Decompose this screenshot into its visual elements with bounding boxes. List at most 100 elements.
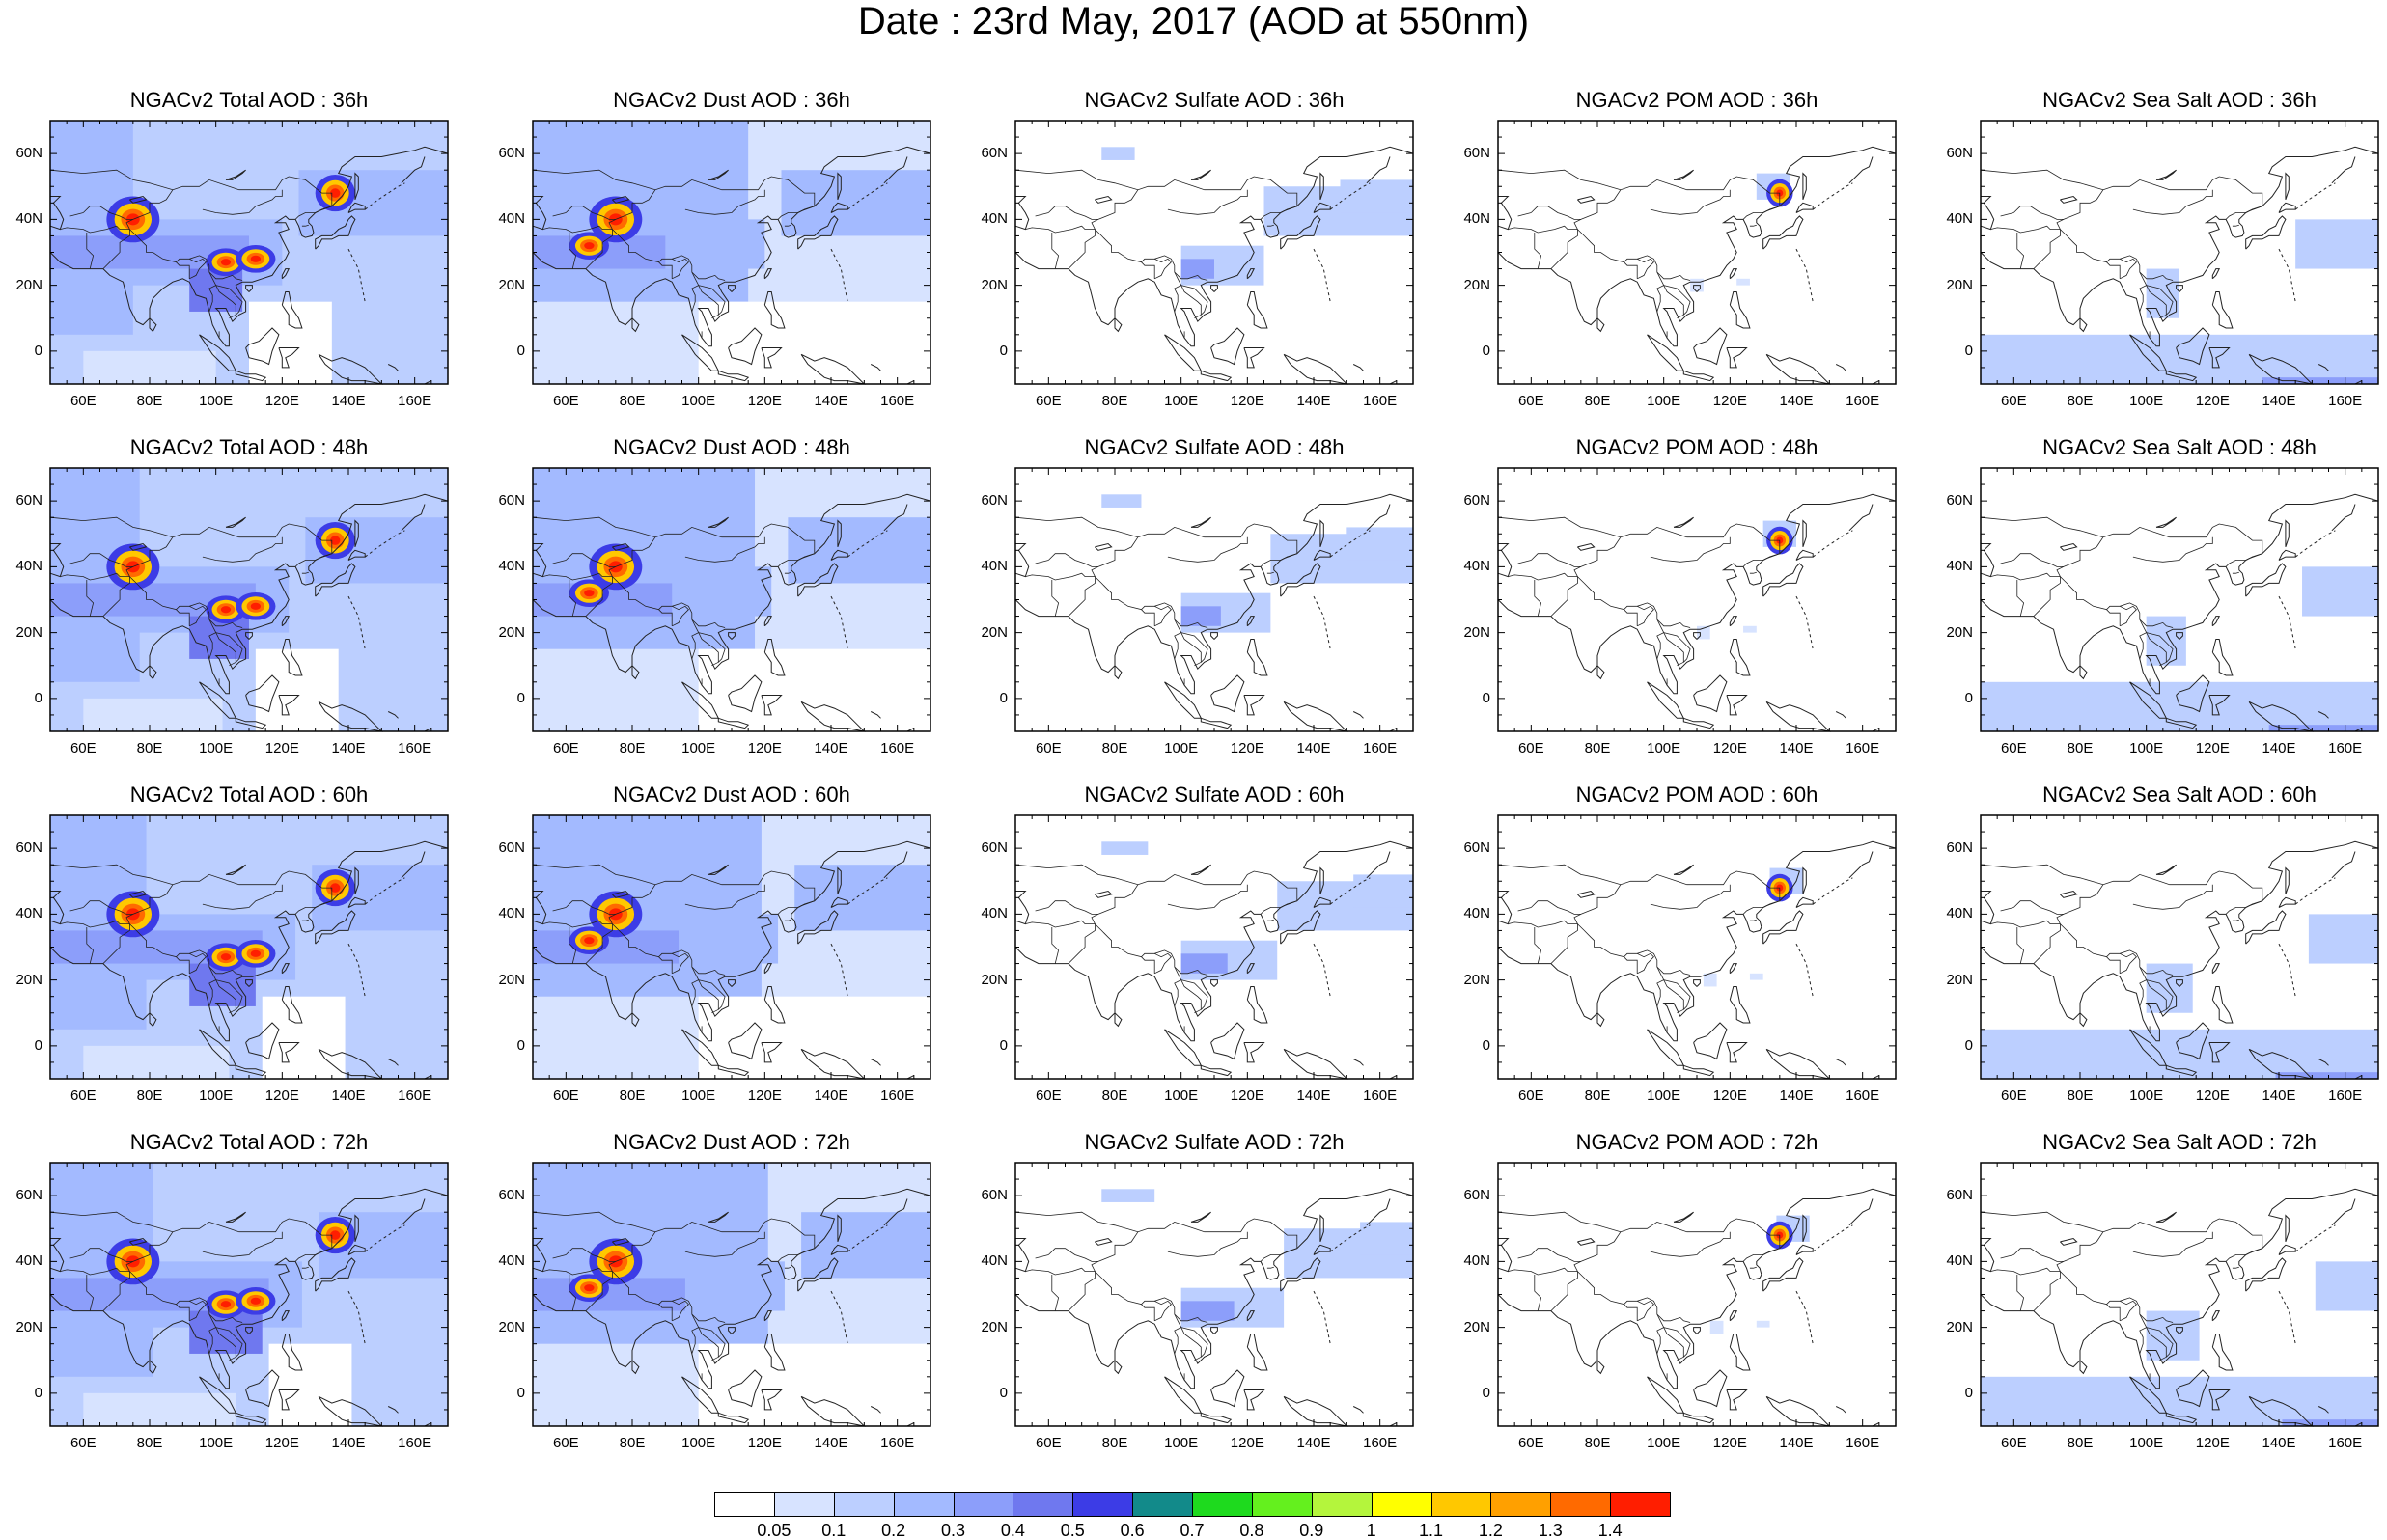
coastline xyxy=(2176,632,2183,640)
lon-tick-label: 80E xyxy=(2067,740,2094,756)
border-line xyxy=(698,632,726,663)
border-line xyxy=(1517,1254,1532,1259)
panel-title: NGACv2 Sea Salt AOD : 48h xyxy=(2042,435,2317,459)
lon-tick-label: 120E xyxy=(1230,1435,1264,1451)
border-line xyxy=(208,979,216,1007)
panel-title: NGACv2 Dust AOD : 60h xyxy=(613,783,850,807)
coastline xyxy=(830,1290,848,1344)
coastline xyxy=(49,196,65,231)
coastline xyxy=(2318,711,2329,719)
border-line xyxy=(684,536,765,563)
coastline xyxy=(1114,1360,1123,1375)
lon-tick-label: 120E xyxy=(2195,1087,2230,1104)
lon-tick-label: 80E xyxy=(136,1087,163,1104)
aod-field xyxy=(794,865,930,931)
border-line xyxy=(1497,169,1781,213)
coastline xyxy=(797,215,839,250)
coastline xyxy=(318,353,383,385)
border-line xyxy=(672,258,689,280)
coastline xyxy=(2211,639,2234,676)
coastline xyxy=(278,1042,300,1063)
lat-tick-label: 0 xyxy=(999,689,1008,706)
aod-hotspot xyxy=(250,255,262,262)
colorbar-swatch xyxy=(833,1492,895,1517)
lat-tick-label: 40N xyxy=(981,1252,1008,1270)
coastline xyxy=(1762,1257,1804,1292)
aod-field xyxy=(1498,1163,1896,1426)
coastline xyxy=(532,196,547,231)
lat-tick-label: 60N xyxy=(1946,145,1973,162)
lon-tick-label: 60E xyxy=(552,740,579,756)
border-line xyxy=(1990,1231,2104,1276)
coastline xyxy=(1693,327,1728,366)
border-line xyxy=(777,1254,798,1262)
coastline xyxy=(1577,195,1596,204)
coastline xyxy=(1729,1310,1738,1322)
lon-tick-label: 160E xyxy=(2328,1435,2363,1451)
coastline xyxy=(800,701,866,732)
lat-tick-label: 20N xyxy=(15,1318,42,1335)
border-line xyxy=(1980,516,2263,561)
coastline xyxy=(797,563,839,597)
aod-field xyxy=(189,963,256,1006)
border-line xyxy=(69,560,84,564)
lon-tick-label: 120E xyxy=(2195,740,2230,756)
coastline xyxy=(1280,563,1321,597)
coastline xyxy=(708,864,729,875)
coastline xyxy=(401,1198,426,1226)
aod-map-dust xyxy=(532,120,931,385)
lon-tick-label: 60E xyxy=(1517,740,1544,756)
lon-tick-label: 100E xyxy=(1647,740,1681,756)
lon-tick-label: 140E xyxy=(331,740,366,756)
coastline xyxy=(837,519,842,548)
coastline xyxy=(2208,1389,2231,1411)
coastline xyxy=(2165,1064,2198,1077)
lon-tick-label: 160E xyxy=(398,1435,432,1451)
border-line xyxy=(102,576,130,617)
border-line xyxy=(83,553,133,567)
border-line xyxy=(1035,907,1049,912)
coastline xyxy=(1673,516,1694,528)
coastline xyxy=(1693,1327,1701,1334)
border-line xyxy=(2139,1327,2147,1355)
border-line xyxy=(1550,229,1578,269)
border-line xyxy=(691,619,719,667)
aod-field xyxy=(1101,494,1142,508)
border-line xyxy=(532,864,816,908)
border-line xyxy=(566,553,616,567)
coastline xyxy=(2285,172,2290,201)
border-line xyxy=(1167,884,1248,910)
aod-map-sulfate xyxy=(1014,120,1414,385)
coastline xyxy=(1313,202,1331,213)
coastline xyxy=(2079,1012,2088,1028)
border-line xyxy=(532,516,816,561)
lat-tick-label: 20N xyxy=(1463,623,1490,641)
border-line xyxy=(2232,571,2239,574)
lon-tick-label: 100E xyxy=(1647,1435,1681,1451)
border-line xyxy=(2132,1231,2213,1257)
coastline xyxy=(1729,986,1751,1024)
border-line xyxy=(1154,1300,1172,1322)
border-line xyxy=(208,285,216,313)
border-line xyxy=(83,206,133,220)
coastline xyxy=(1596,317,1605,333)
colorbar-swatch xyxy=(893,1492,955,1517)
coastline xyxy=(830,943,848,997)
lon-tick-label: 60E xyxy=(69,393,97,409)
border-line xyxy=(1624,1304,1638,1321)
aod-field xyxy=(1981,1029,2378,1079)
coastline xyxy=(2294,877,2336,905)
coastline xyxy=(2318,1059,2329,1066)
coastline xyxy=(199,334,237,371)
border-line xyxy=(2132,884,2213,910)
border-line xyxy=(1990,884,2104,928)
panel-title: NGACv2 Sulfate AOD : 36h xyxy=(1084,88,1345,112)
coastline xyxy=(235,717,267,729)
coastline xyxy=(1095,890,1113,898)
coastline xyxy=(1313,1244,1331,1255)
lon-tick-label: 120E xyxy=(1230,393,1264,409)
lon-tick-label: 120E xyxy=(2195,1435,2230,1451)
border-line xyxy=(1742,212,1763,220)
border-line xyxy=(2000,212,2014,217)
